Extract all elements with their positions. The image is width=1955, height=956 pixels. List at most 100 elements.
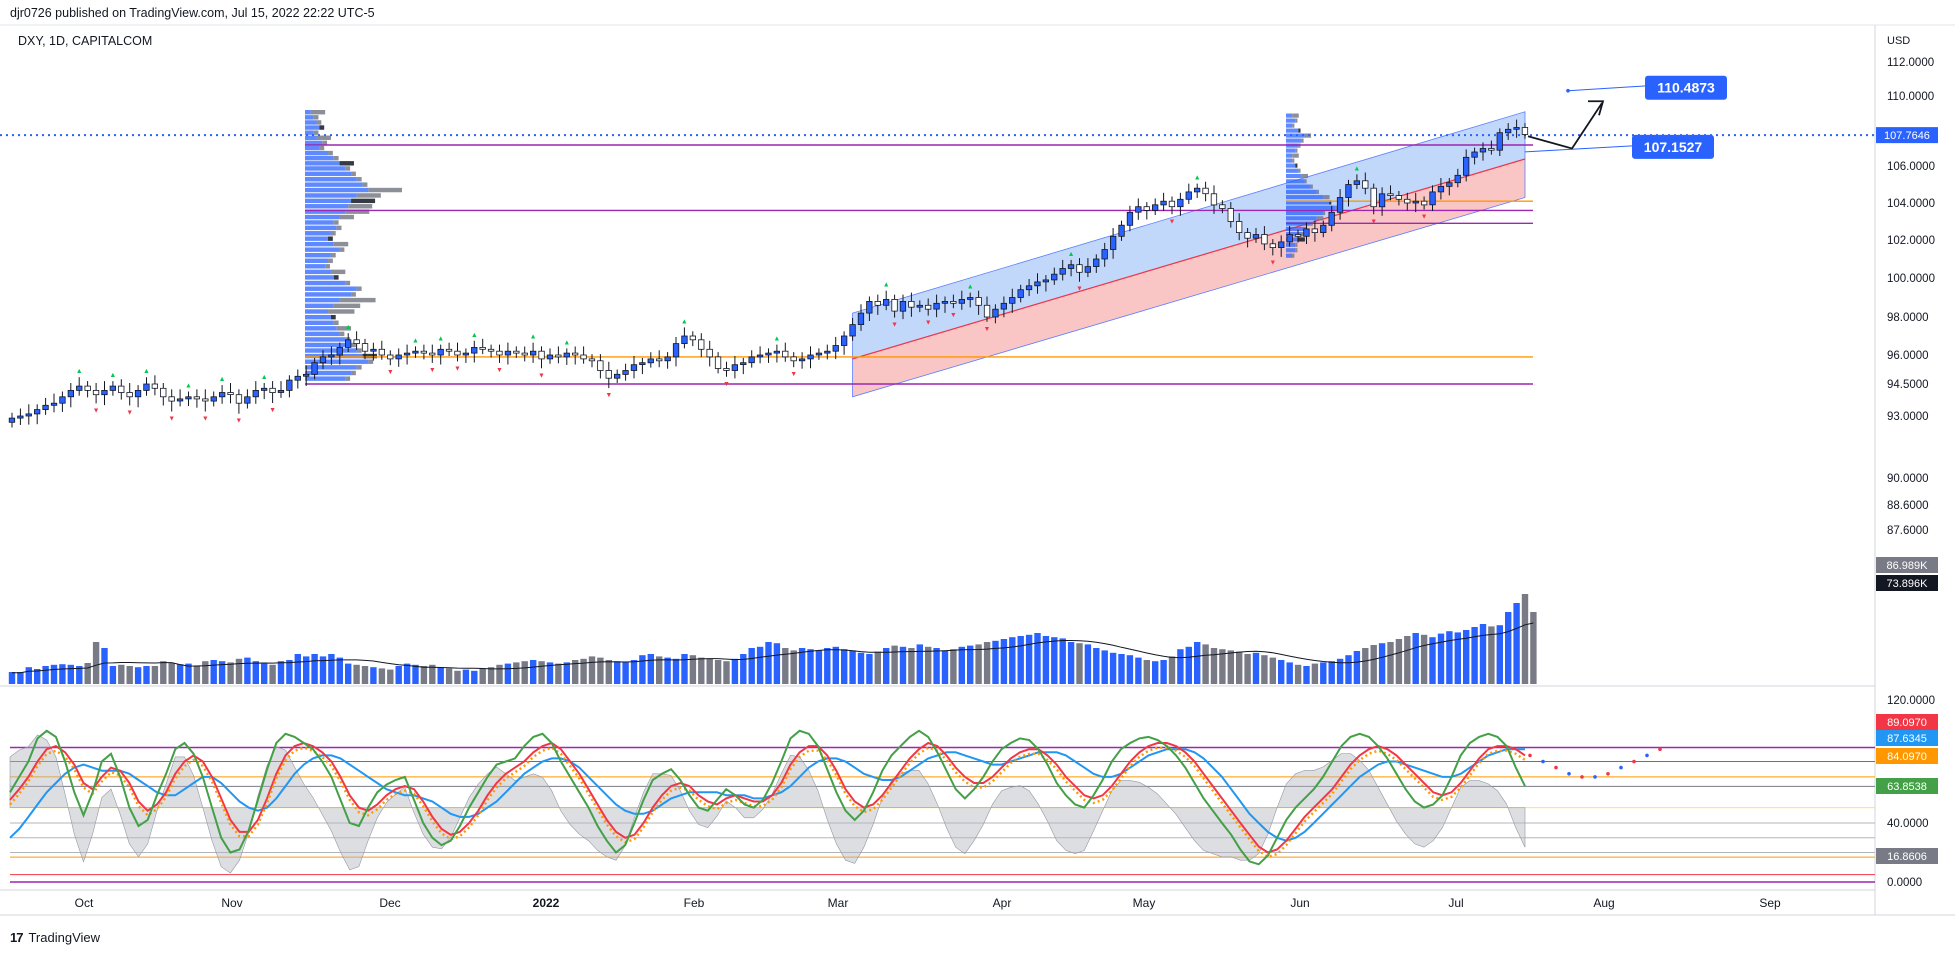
volume-bar (1286, 662, 1293, 684)
profile-bar-up (1286, 232, 1302, 237)
volume-bar (916, 644, 923, 684)
volume-bar (1362, 648, 1369, 684)
volume-bar (1202, 644, 1209, 684)
profile-bar-up (305, 303, 334, 309)
candle-body (143, 383, 150, 391)
volume-bar (807, 649, 814, 684)
profile-bar-up (305, 177, 357, 182)
candle-body (1009, 297, 1016, 304)
candle-body (538, 350, 545, 360)
candle-body (530, 350, 537, 356)
profile-bar-down (356, 348, 362, 353)
candle-body (1118, 224, 1125, 237)
profile-bar-down (333, 320, 339, 326)
volume-bar (1404, 636, 1411, 684)
pivot-low-marker: ▼ (235, 418, 242, 425)
oscillator-projection-dot (1528, 753, 1532, 758)
volume-bar (1219, 649, 1226, 684)
profile-bar-up (305, 182, 363, 187)
candle-body (294, 375, 301, 381)
profile-bar-down (1292, 113, 1299, 118)
volume-bar (34, 669, 41, 684)
volume-bar (782, 648, 789, 684)
volume-bar (143, 666, 150, 684)
profile-bar-up (305, 110, 311, 115)
price-tick-label: 98.0000 (1887, 312, 1929, 324)
profile-bar-up (1286, 253, 1293, 258)
oscillator-value-badge: 16.8606 (1887, 851, 1927, 863)
candle-body (202, 398, 209, 402)
oscillator-projection-dot (1580, 775, 1584, 779)
candle-body (1202, 187, 1209, 195)
volume-bar (1303, 666, 1310, 684)
candle-body (731, 364, 738, 371)
profile-bar-up (305, 337, 346, 342)
volume-bar (1387, 642, 1394, 684)
volume-bar (689, 655, 697, 684)
volume-bar (168, 663, 175, 684)
volume-bar (277, 661, 285, 684)
pivot-low-marker: ▼ (496, 367, 503, 374)
pivot-high-marker: ▲ (773, 336, 780, 343)
candle-body (1135, 206, 1142, 213)
volume-bar (479, 668, 486, 684)
volume-bar (261, 663, 268, 684)
profile-bar-down (313, 115, 319, 120)
projection-arrowhead (1588, 100, 1605, 116)
volume-bar (437, 667, 444, 684)
publisher-header: djr0726 published on TradingView.com, Ju… (10, 6, 375, 20)
candle-body (975, 297, 982, 306)
candle-body (134, 389, 142, 398)
volume-bar (580, 658, 587, 684)
candle-body (614, 373, 621, 379)
profile-bar-down (339, 214, 354, 220)
volume-bar (740, 654, 747, 684)
price-axis[interactable]: 112.0000 110.0000 106.0000 104.0000 102.0000… (1887, 57, 1935, 537)
candle-body (34, 409, 41, 415)
profile-bar-down (1316, 189, 1319, 194)
price-annotations[interactable]: 110.4873 107.1527 (1524, 75, 1727, 159)
volume-bar (874, 651, 881, 684)
profile-bar-down (1301, 232, 1304, 237)
candle-body (1378, 193, 1386, 208)
profile-bar-up (305, 155, 334, 161)
profile-bar-down (1335, 205, 1338, 210)
volume-bar (227, 662, 234, 684)
profile-bar-down (1295, 118, 1298, 123)
volume-bar (445, 668, 453, 684)
candle-body (1076, 264, 1083, 273)
volume-bar (664, 657, 671, 684)
candle-body (832, 345, 839, 352)
horizontal-levels[interactable] (0, 134, 1875, 385)
footer-branding[interactable]: 17 TradingView (10, 930, 100, 945)
volume-bar (1051, 637, 1058, 684)
oscillator-red-line (9, 741, 1526, 854)
candle-body (1017, 289, 1024, 298)
candle-body (656, 358, 663, 362)
candle-body (807, 354, 814, 360)
time-axis[interactable]: Oct Nov Dec 2022 Feb Mar Apr May Jun Jul Aug Sep (75, 896, 1781, 910)
pivot-low-marker: ▼ (1269, 259, 1276, 266)
profile-bar-down (351, 171, 356, 177)
candle-body (883, 298, 890, 306)
candle-body (336, 346, 343, 356)
candle-body (1210, 193, 1218, 206)
profile-bar-up (305, 115, 314, 120)
pivot-low-marker: ▼ (1076, 286, 1083, 293)
oscillator-projection-dot (1658, 747, 1662, 751)
oscillator-value-badge-bg (1876, 714, 1938, 730)
profile-bar-up (305, 370, 352, 376)
volume-bar (790, 650, 797, 684)
pivot-high-marker: ▲ (345, 324, 352, 331)
profile-bar-up (1286, 195, 1323, 200)
profile-bar-up (305, 331, 340, 337)
oscillator-value-badge: 63.8538 (1887, 781, 1927, 793)
volume-bar (933, 648, 940, 684)
pivot-high-marker: ▲ (143, 368, 150, 375)
time-tick-label: Jul (1448, 896, 1463, 910)
profile-bar-down (330, 269, 346, 275)
volume-bar (252, 661, 259, 684)
profile-bar-up (305, 120, 317, 125)
last-price-badge: 107.7646 (1884, 130, 1930, 142)
